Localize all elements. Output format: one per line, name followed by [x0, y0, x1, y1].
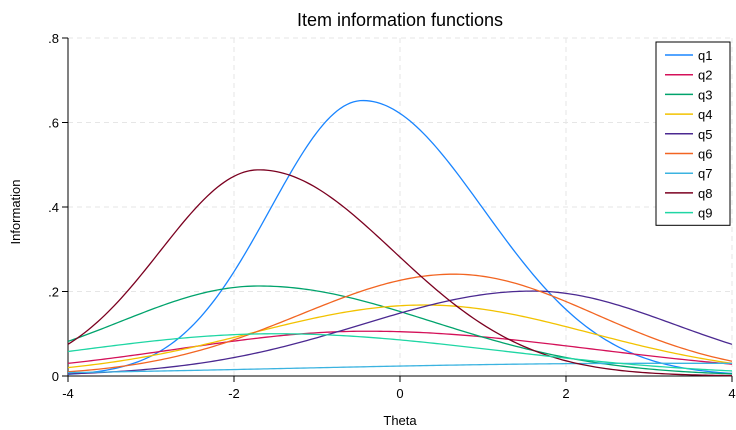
chart-title: Item information functions — [297, 10, 503, 30]
y-tick-label: .4 — [48, 200, 59, 215]
series-line-q2 — [67, 330, 733, 365]
legend-label-q1: q1 — [698, 48, 712, 63]
series-line-q3 — [67, 285, 733, 375]
y-tick-label: .6 — [48, 116, 59, 131]
series-line-q6 — [67, 273, 733, 373]
x-tick-label: 4 — [728, 386, 735, 401]
legend-label-q5: q5 — [698, 127, 712, 142]
legend: q1 q2 q3 q4 q5 q6 q7 q8 q9 — [655, 41, 731, 226]
x-tick-label: 0 — [396, 386, 403, 401]
x-tick-label: 2 — [562, 386, 569, 401]
y-axis-title: Information — [8, 179, 23, 244]
series-line-q8 — [67, 169, 733, 377]
legend-label-q9: q9 — [698, 206, 712, 221]
y-tick-label: 0 — [52, 369, 59, 384]
series-lines — [67, 99, 733, 377]
legend-label-q2: q2 — [698, 68, 712, 83]
x-tick-label: -4 — [62, 386, 74, 401]
x-axis-title: Theta — [383, 413, 417, 428]
series-line-q5 — [67, 290, 733, 375]
legend-label-q4: q4 — [698, 107, 712, 122]
axes: -4 -2 0 2 4 0 .2 .4 .6 .8 — [48, 31, 735, 401]
legend-label-q3: q3 — [698, 87, 712, 102]
legend-label-q6: q6 — [698, 147, 712, 162]
series-line-q4 — [67, 304, 733, 369]
legend-label-q8: q8 — [698, 186, 712, 201]
series-line-q9 — [67, 333, 733, 372]
legend-label-q7: q7 — [698, 166, 712, 181]
x-tick-label: -2 — [228, 386, 240, 401]
y-tick-label: .2 — [48, 285, 59, 300]
y-tick-label: .8 — [48, 31, 59, 46]
